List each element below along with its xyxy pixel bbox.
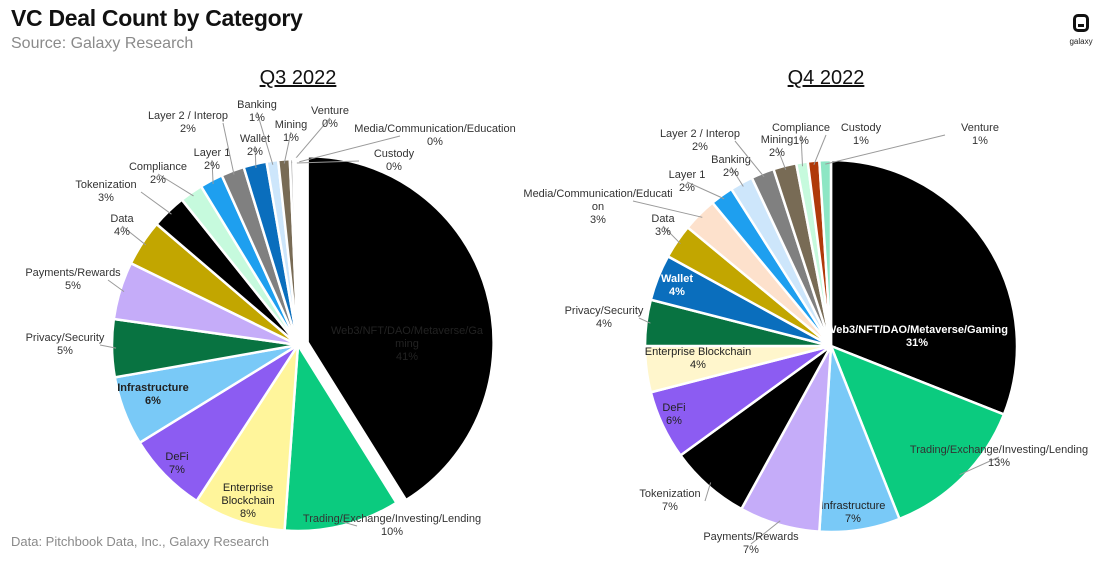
q3-label-trading-exchange-investing-lending: Trading/Exchange/Investing/Lending 10% [303, 513, 481, 538]
q3-label-defi: DeFi 7% [165, 451, 188, 476]
q3-label-layer-2-interop: Layer 2 / Interop 2% [148, 110, 228, 135]
q4-2022-title: Q4 2022 [788, 67, 865, 89]
q3-label-tokenization: Tokenization 3% [75, 179, 136, 204]
q4-label-media-communication-education: Media/Communication/Educati on 3% [523, 188, 672, 226]
q4-leader-line-tokenization [704, 482, 712, 502]
q4-label-compliance: Compliance 1% [772, 122, 830, 147]
page-title: VC Deal Count by Category [11, 5, 303, 31]
q3-label-media-communication-education: Media/Communication/Education 0% [354, 123, 515, 148]
q3-leader-line-layer-1 [211, 159, 214, 185]
q4-leader-line-payments-rewards [750, 520, 781, 545]
q4-label-enterprise-blockchain: Enterprise Blockchain 4% [645, 346, 751, 371]
q3-slice-trading-exchange-investing-lending [283, 343, 398, 533]
q4-leader-line-trading-exchange-investing-lending [959, 456, 1000, 476]
q4-slice-trading-exchange-investing-lending [829, 344, 1006, 521]
q3-label-compliance: Compliance 2% [129, 161, 187, 186]
q4-label-data: Data 3% [651, 213, 675, 238]
q4-leader-line-banking [730, 166, 744, 187]
page-subtitle: Source: Galaxy Research [11, 35, 194, 52]
q3-label-payments-rewards: Payments/Rewards 5% [25, 267, 121, 292]
q3-label-layer-1: Layer 1 2% [194, 147, 231, 172]
q3-leader-line-payments-rewards [107, 279, 125, 293]
q3-leader-line-compliance [157, 173, 194, 197]
q3-leader-line-wallet [254, 145, 257, 168]
q3-label-privacy-security: Privacy/Security 5% [26, 332, 105, 357]
galaxy-logo-icon [1073, 14, 1089, 32]
q4-label-layer-2-interop: Layer 2 / Interop 2% [660, 128, 740, 153]
q4-leader-line-layer-2-interop [734, 140, 765, 178]
q3-label-data: Data 4% [110, 213, 134, 238]
data-source-note: Data: Pitchbook Data, Inc., Galaxy Resea… [11, 534, 269, 549]
q4-2022-pie-chart: Q4 2022 Web3/NFT/DAO/Metaverse/Gaming 31%… [523, 67, 1088, 556]
q3-leader-line-media-communication-education [294, 135, 401, 164]
q4-leader-line-custody [813, 134, 827, 165]
q4-leader-line-privacy-security [638, 317, 651, 324]
q4-label-banking: Banking 2% [711, 154, 751, 179]
q4-leader-line-layer-1 [686, 181, 725, 200]
q3-leader-line-mining [283, 131, 292, 164]
q4-leader-line-compliance [800, 134, 804, 167]
q3-leader-line-trading-exchange-investing-lending [341, 521, 358, 527]
q3-leader-line-privacy-security [99, 344, 117, 349]
q3-2022-title: Q3 2022 [260, 67, 337, 89]
q3-slice-enterprise-blockchain [195, 343, 300, 532]
q4-label-defi: DeFi 6% [662, 402, 685, 427]
q3-label-infrastructure: Infrastructure 6% [117, 382, 189, 407]
q3-slice-web3-nft-dao-metaverse-gaming [306, 154, 495, 502]
q4-label-mining: Mining 2% [761, 134, 793, 159]
q4-label-layer-1: Layer 1 2% [669, 169, 706, 194]
q4-leader-line-mining [776, 146, 787, 170]
q3-leader-line-banking [256, 111, 274, 165]
q4-label-privacy-security: Privacy/Security 4% [565, 305, 644, 330]
q4-leader-line-data [662, 225, 681, 245]
q3-label-mining: Mining 1% [275, 119, 307, 144]
q4-leader-line-media-communication-education [632, 200, 703, 218]
q4-leader-line-venture [825, 134, 946, 165]
q4-label-payments-rewards: Payments/Rewards 7% [703, 531, 799, 556]
q3-label-venture: Venture 0% [311, 105, 349, 130]
q3-label-enterprise-blockchain: Enterprise Blockchain 8% [221, 482, 274, 520]
galaxy-logo: galaxy [1066, 14, 1098, 50]
q4-label-venture: Venture 1% [961, 122, 999, 147]
q4-label-custody: Custody 1% [841, 122, 882, 147]
q3-slice-custody [294, 157, 300, 347]
q3-leader-line-tokenization [140, 191, 172, 215]
q4-label-infrastructure: Infrastructure 7% [821, 500, 886, 525]
q3-label-wallet: Wallet 2% [240, 133, 270, 158]
q4-slice-web3-nft-dao-metaverse-gaming [829, 158, 1019, 416]
q3-label-banking: Banking 1% [237, 99, 277, 124]
q4-slice-venture [818, 158, 833, 348]
q3-leader-line-data [121, 225, 147, 246]
q4-label-web3-nft-dao-metaverse-gaming: Web3/NFT/DAO/Metaverse/Gaming 31% [826, 324, 1008, 349]
q3-label-web3-nft-dao-metaverse-gaming: Web3/NFT/DAO/Metaverse/Ga ming 41% [331, 325, 484, 363]
q4-label-wallet: Wallet 4% [661, 273, 693, 298]
q3-leader-line-custody [296, 160, 360, 164]
q3-label-custody: Custody 0% [374, 148, 415, 173]
q4-label-trading-exchange-investing-lending: Trading/Exchange/Investing/Lending 13% [910, 444, 1088, 469]
galaxy-logo-text: galaxy [1069, 37, 1093, 46]
q3-leader-line-layer-2-interop [222, 122, 235, 175]
q3-leader-line-venture [291, 117, 331, 164]
q3-2022-pie-chart: Q3 2022 Web3/NFT/DAO/Metaverse/Ga ming 41%… [25, 67, 515, 538]
q4-label-tokenization: Tokenization 7% [639, 488, 700, 513]
